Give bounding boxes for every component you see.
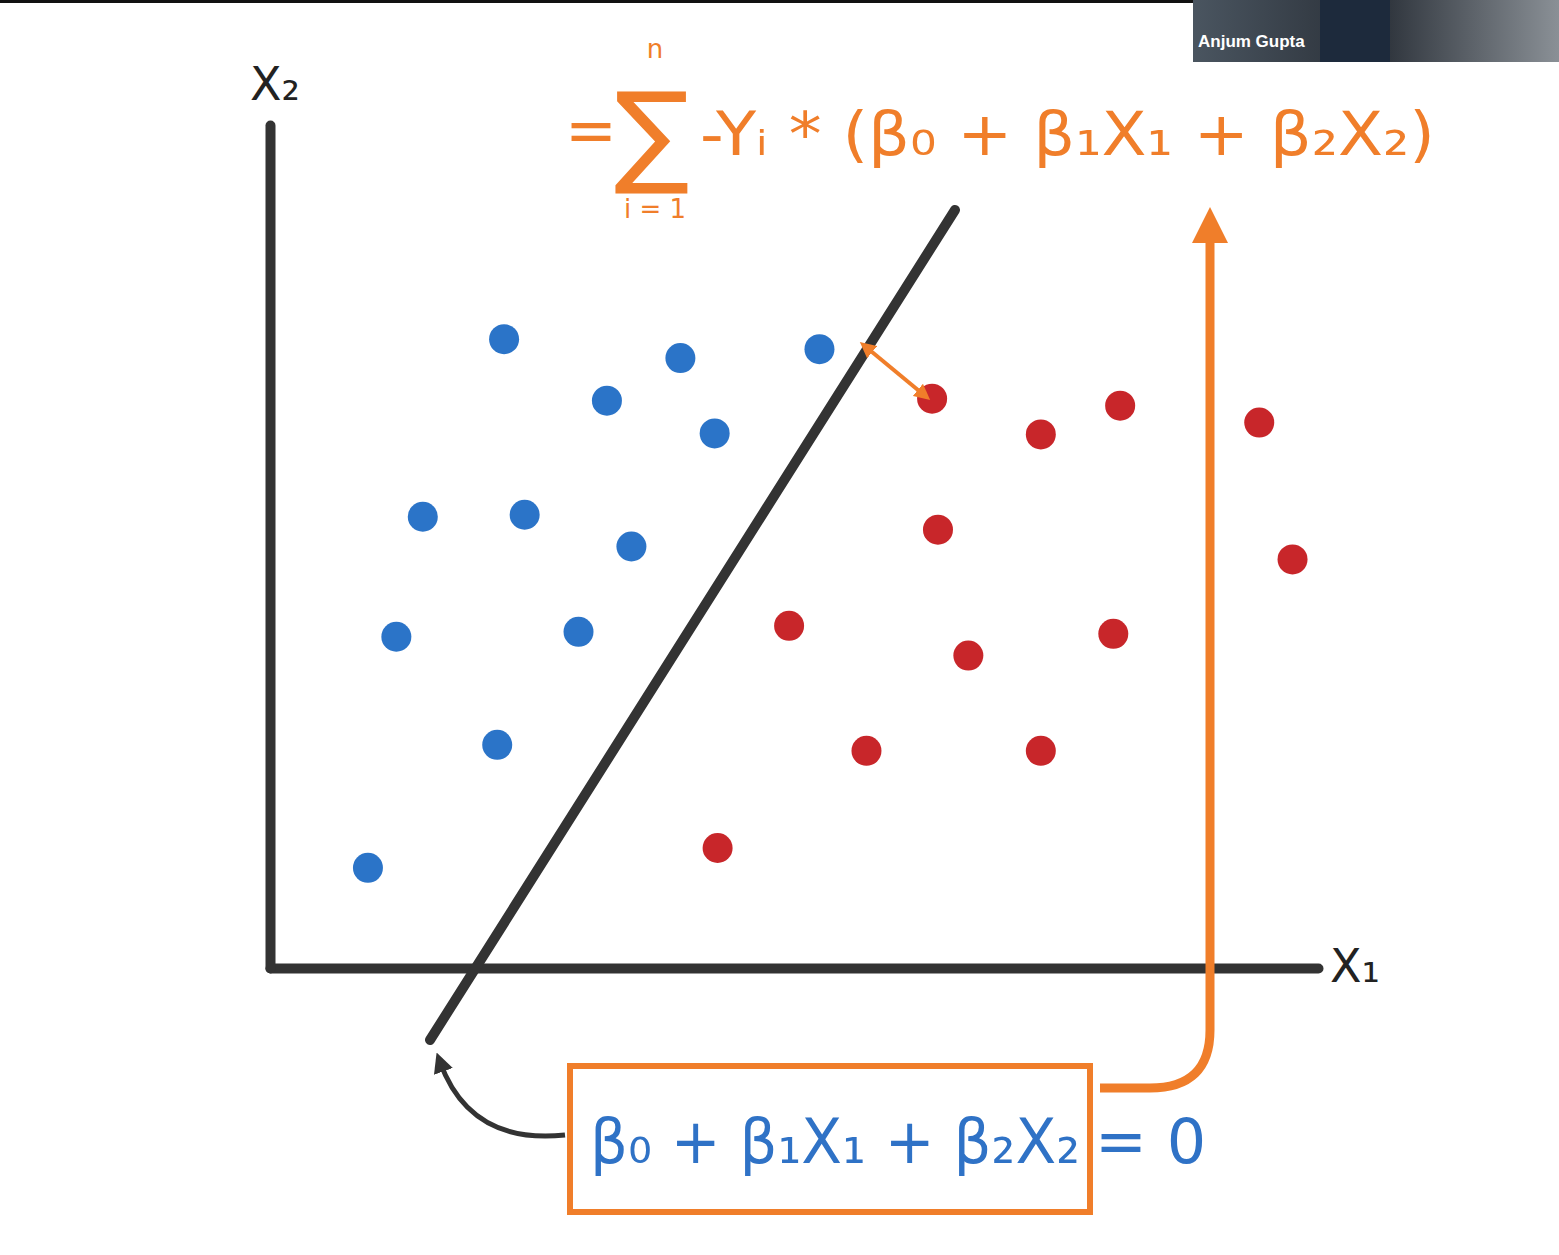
point <box>489 324 519 354</box>
point <box>923 515 953 545</box>
x-axis <box>271 968 1319 969</box>
formula-upper: n <box>647 34 663 64</box>
point <box>703 833 733 863</box>
equation-lhs: β₀ + β₁X₁ + β₂X₂ <box>590 1105 1080 1178</box>
point <box>665 343 695 373</box>
margin-arrow <box>866 347 924 395</box>
point <box>510 500 540 530</box>
point <box>1026 736 1056 766</box>
canvas: Anjum Gupta X₂ X₁ =∑ n i = 1 -Yᵢ * (β₀ + β₁X₁ … <box>0 0 1559 1255</box>
y-axis-label: X₂ <box>250 57 300 111</box>
video-person <box>1320 0 1390 62</box>
point <box>1098 619 1128 649</box>
point <box>1278 544 1308 574</box>
point <box>804 334 834 364</box>
formula-body: -Yᵢ * (β₀ + β₁X₁ + β₂X₂) <box>700 99 1435 169</box>
point <box>953 641 983 671</box>
boundary-arrow <box>440 1062 565 1136</box>
point <box>381 622 411 652</box>
x-axis-label: X₁ <box>1330 939 1380 993</box>
equation-box <box>570 1066 1090 1212</box>
formula-sum: ∑ <box>614 68 689 198</box>
equation-rhs: = 0 <box>1095 1105 1206 1178</box>
axis-line <box>271 964 1319 974</box>
axis-line <box>266 126 276 969</box>
formula-prefix: = <box>565 94 617 167</box>
point <box>616 532 646 562</box>
point <box>1244 408 1274 438</box>
point <box>482 730 512 760</box>
connector-arrow <box>1100 225 1210 1088</box>
point <box>851 736 881 766</box>
point <box>592 386 622 416</box>
video-frame <box>1193 0 1559 62</box>
point <box>700 418 730 448</box>
point <box>408 502 438 532</box>
point <box>1105 391 1135 421</box>
presenter-name: Anjum Gupta <box>1198 32 1305 51</box>
points <box>353 324 1308 883</box>
y-axis <box>270 126 271 969</box>
point <box>1026 419 1056 449</box>
point <box>774 611 804 641</box>
point <box>564 617 594 647</box>
objective-formula: =∑ n i = 1 -Yᵢ * (β₀ + β₁X₁ + β₂X₂) <box>565 34 1435 224</box>
decision-boundary <box>430 210 955 1040</box>
formula-lower: i = 1 <box>624 194 686 224</box>
video-overlay: Anjum Gupta <box>1193 0 1559 62</box>
point <box>917 384 947 414</box>
point <box>353 853 383 883</box>
